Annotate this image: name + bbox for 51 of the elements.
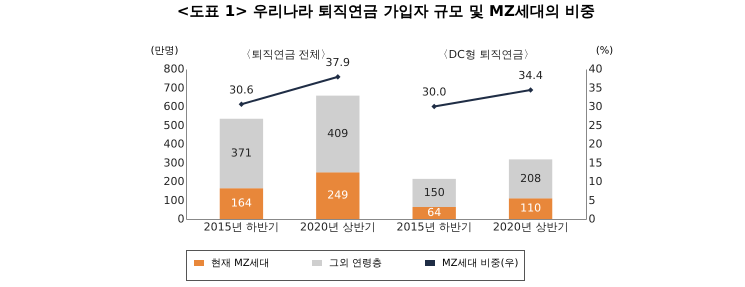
data-label: 150 [424,186,445,199]
data-label: 64 [427,206,442,219]
data-label: 249 [327,188,348,202]
y2-tick-label: 40 [588,62,602,76]
data-label: 371 [230,146,252,160]
bar [508,198,552,219]
y-tick-label: 500 [164,118,184,132]
y-tick-label: 700 [164,81,184,94]
point [335,74,341,80]
bar [316,172,360,219]
data-label: 164 [230,196,252,210]
point [238,102,244,107]
data-label: 208 [520,172,542,185]
y2-tick-label: 25 [588,118,602,132]
bar [220,118,264,188]
y2-tick-label: 10 [588,175,602,188]
y-tick-label: 800 [164,62,184,76]
bar [316,96,360,172]
legend-label: MZ세대 비중(우) [442,258,519,269]
y-tick-label: 0 [178,212,184,226]
y2-tick-label: 5 [588,194,596,207]
x-tick-label: 2015년 하반기 [396,220,472,234]
y-tick-label: 200 [164,175,184,188]
y2-tick-label: 0 [588,212,596,226]
x-tick-label: 2020년 상반기 [300,220,376,234]
x-tick-label: 2020년 상반기 [492,220,568,234]
text: 〈DC형 퇴직연금〉 [438,48,534,61]
y2-tick-label: 30 [588,100,602,113]
y2-tick-label: 35 [588,81,602,94]
y2-tick-label: 15 [588,156,602,170]
bar [412,178,456,207]
data-label: 110 [520,202,542,215]
data-label: 409 [327,126,348,140]
chart-title: <도표 1> 우리나라 퇴직연금 가입자 규모 및 MZ세대의 비중 [176,2,596,20]
data-label: 30.0 [422,86,446,98]
data-label: 34.4 [518,69,543,82]
point [528,87,534,93]
y2-tick-label: 20 [588,138,602,150]
legend-label: 그외 연령층 [329,258,382,269]
x-tick-label: 2015년 하반기 [204,220,280,234]
y-axis-title: (만명) [150,46,178,56]
y2-axis-title: (%) [596,46,614,56]
y-tick-label: 100 [164,194,184,207]
y-tick-label: 600 [164,100,184,113]
bar [508,159,552,198]
point [431,104,437,110]
data-label: 30.6 [229,83,254,96]
legend-label: 현재 MZ세대 [211,258,270,269]
y-tick-label: 400 [164,138,184,150]
bar [220,188,264,219]
y-tick-label: 300 [164,156,184,170]
